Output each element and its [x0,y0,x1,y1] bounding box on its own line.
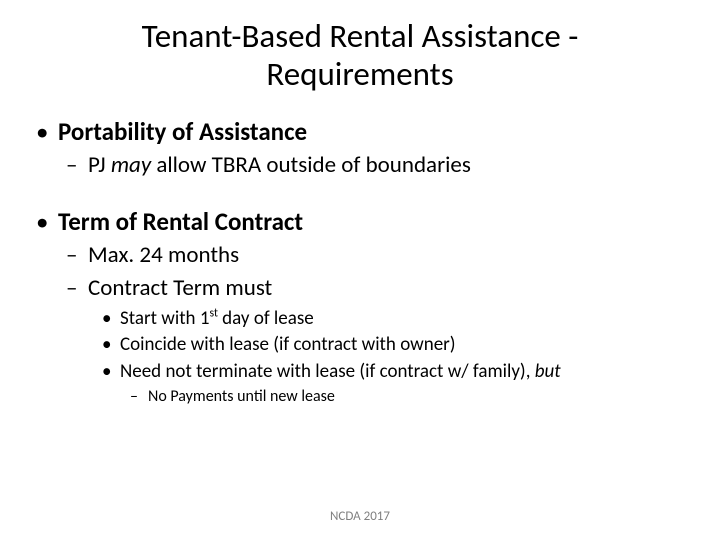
sub-bullet: Max. 24 months [30,241,690,270]
bullet-text: Max. 24 months [88,241,239,269]
sub-bullet: PJ may allow TBRA outside of boundaries [30,151,690,180]
text-italic: but [535,360,561,383]
slide-title: Tenant-Based Rental Assistance - Require… [30,18,690,94]
sub-bullet: Contract Term must [30,274,690,303]
text-fragment: allow TBRA outside of boundaries [151,151,471,179]
text-fragment: Start with 1 [120,307,209,330]
bullet-text: No Payments until new lease [148,387,335,406]
text-fragment: PJ [88,151,111,179]
bullet-text: Portability of Assistance [58,116,307,147]
title-line-1: Tenant-Based Rental Assistance - [142,16,579,56]
sub-sub-bullet: Need not terminate with lease (if contra… [30,360,690,384]
sub-sub-bullet: Coincide with lease (if contract with ow… [30,333,690,357]
bullet-term: Term of Rental Contract [30,206,690,237]
text-fragment: Need not terminate with lease (if contra… [120,360,535,383]
text-superscript: st [209,306,217,320]
spacer [30,184,690,206]
text-fragment: day of lease [218,307,314,330]
text-italic: may [111,151,151,179]
bullet-text: Term of Rental Contract [58,206,303,237]
bullet-portability: Portability of Assistance [30,116,690,147]
title-line-2: Requirements [266,54,453,94]
footer-text: NCDA 2017 [0,509,720,524]
sub-sub-bullet: Start with 1st day of lease [30,307,690,331]
bullet-text: Coincide with lease (if contract with ow… [120,333,456,356]
bullet-text: Contract Term must [88,274,272,302]
content-list: Portability of Assistance PJ may allow T… [30,116,690,407]
sub-sub-sub-bullet: No Payments until new lease [30,387,690,407]
slide: Tenant-Based Rental Assistance - Require… [0,0,720,540]
